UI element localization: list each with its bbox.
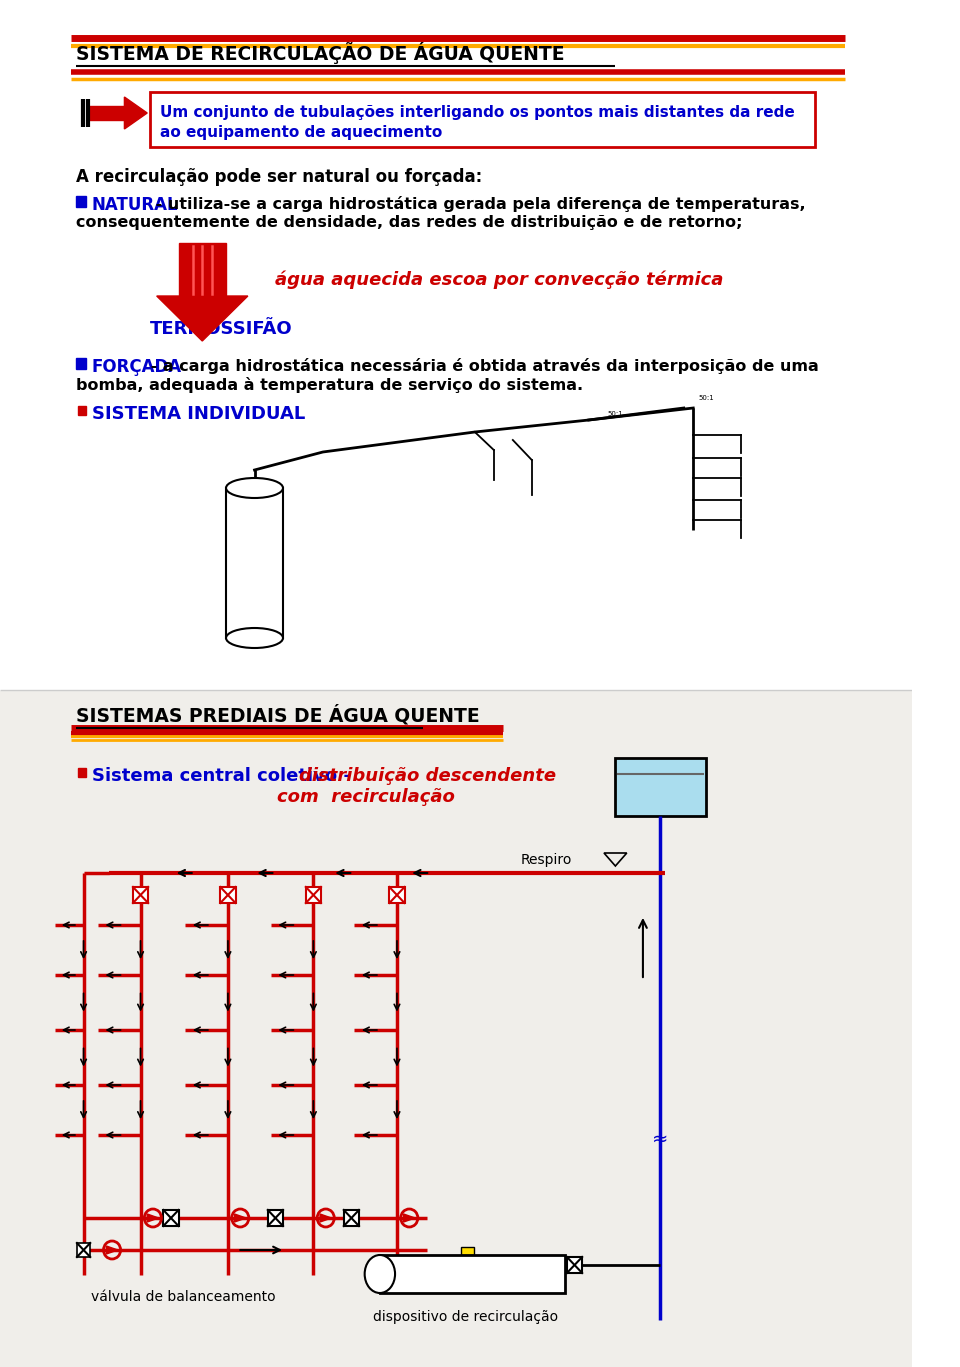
Text: distribuição descendente: distribuição descendente bbox=[300, 767, 556, 785]
Ellipse shape bbox=[365, 1255, 396, 1293]
Ellipse shape bbox=[226, 627, 283, 648]
Bar bbox=[226, 488, 283, 638]
Text: consequentemente de densidade, das redes de distribuição e de retorno;: consequentemente de densidade, das redes… bbox=[76, 215, 742, 230]
Bar bbox=[163, 1210, 179, 1226]
Bar bbox=[306, 887, 321, 904]
Text: Respiro: Respiro bbox=[520, 853, 572, 867]
Text: ao equipamento de aquecimento: ao equipamento de aquecimento bbox=[159, 124, 442, 139]
Polygon shape bbox=[156, 297, 248, 340]
Bar bbox=[268, 1210, 283, 1226]
Text: com  recirculação: com recirculação bbox=[277, 787, 455, 807]
Bar bbox=[0, 690, 912, 1367]
Text: TERMOSSIFÃO: TERMOSSIFÃO bbox=[150, 320, 293, 338]
Bar bbox=[221, 887, 235, 904]
Bar bbox=[76, 358, 86, 369]
Bar bbox=[567, 1258, 582, 1273]
Text: A recirculação pode ser natural ou forçada:: A recirculação pode ser natural ou força… bbox=[76, 168, 482, 186]
Text: 50:1: 50:1 bbox=[698, 395, 713, 401]
Text: ≈: ≈ bbox=[653, 1131, 669, 1150]
Polygon shape bbox=[125, 97, 147, 128]
Bar bbox=[78, 768, 86, 776]
Text: válvula de balanceamento: válvula de balanceamento bbox=[91, 1290, 276, 1304]
Bar bbox=[380, 1255, 565, 1293]
Text: Sistema central coletivo -: Sistema central coletivo - bbox=[92, 767, 357, 785]
Bar bbox=[615, 757, 706, 816]
Polygon shape bbox=[234, 1214, 246, 1222]
Text: - utiliza-se a carga hidrostática gerada pela diferença de temperaturas,: - utiliza-se a carga hidrostática gerada… bbox=[150, 195, 805, 212]
Bar bbox=[390, 887, 404, 904]
Bar bbox=[344, 1210, 359, 1226]
Bar bbox=[88, 107, 125, 120]
Bar bbox=[76, 195, 86, 206]
Text: água aquecida escoa por convecção térmica: água aquecida escoa por convecção térmic… bbox=[276, 271, 724, 290]
Text: SISTEMA DE RECIRCULAÇÃO DE ÁGUA QUENTE: SISTEMA DE RECIRCULAÇÃO DE ÁGUA QUENTE bbox=[76, 42, 564, 64]
Text: NATURAL: NATURAL bbox=[91, 195, 178, 215]
Polygon shape bbox=[147, 1214, 158, 1222]
Text: 50:1: 50:1 bbox=[608, 411, 624, 417]
Text: SISTEMA INDIVIDUAL: SISTEMA INDIVIDUAL bbox=[92, 405, 305, 422]
Bar bbox=[179, 243, 226, 297]
Bar bbox=[78, 406, 86, 416]
Bar bbox=[150, 92, 815, 148]
Text: dispositivo de recirculação: dispositivo de recirculação bbox=[372, 1310, 558, 1325]
Text: FORÇADA: FORÇADA bbox=[91, 358, 181, 376]
Polygon shape bbox=[320, 1214, 331, 1222]
Bar bbox=[77, 1243, 90, 1258]
Polygon shape bbox=[403, 1214, 415, 1222]
Text: SISTEMAS PREDIAIS DE ÁGUA QUENTE: SISTEMAS PREDIAIS DE ÁGUA QUENTE bbox=[76, 704, 480, 725]
Polygon shape bbox=[107, 1245, 118, 1254]
Bar bbox=[461, 1247, 474, 1255]
Ellipse shape bbox=[226, 478, 283, 498]
Text: - a carga hidrostática necessária é obtida através da interposição de uma: - a carga hidrostática necessária é obti… bbox=[145, 358, 819, 375]
Bar bbox=[132, 887, 148, 904]
Text: Um conjunto de tubulações interligando os pontos mais distantes da rede: Um conjunto de tubulações interligando o… bbox=[159, 104, 794, 119]
Text: bomba, adequada à temperatura de serviço do sistema.: bomba, adequada à temperatura de serviço… bbox=[76, 377, 583, 392]
